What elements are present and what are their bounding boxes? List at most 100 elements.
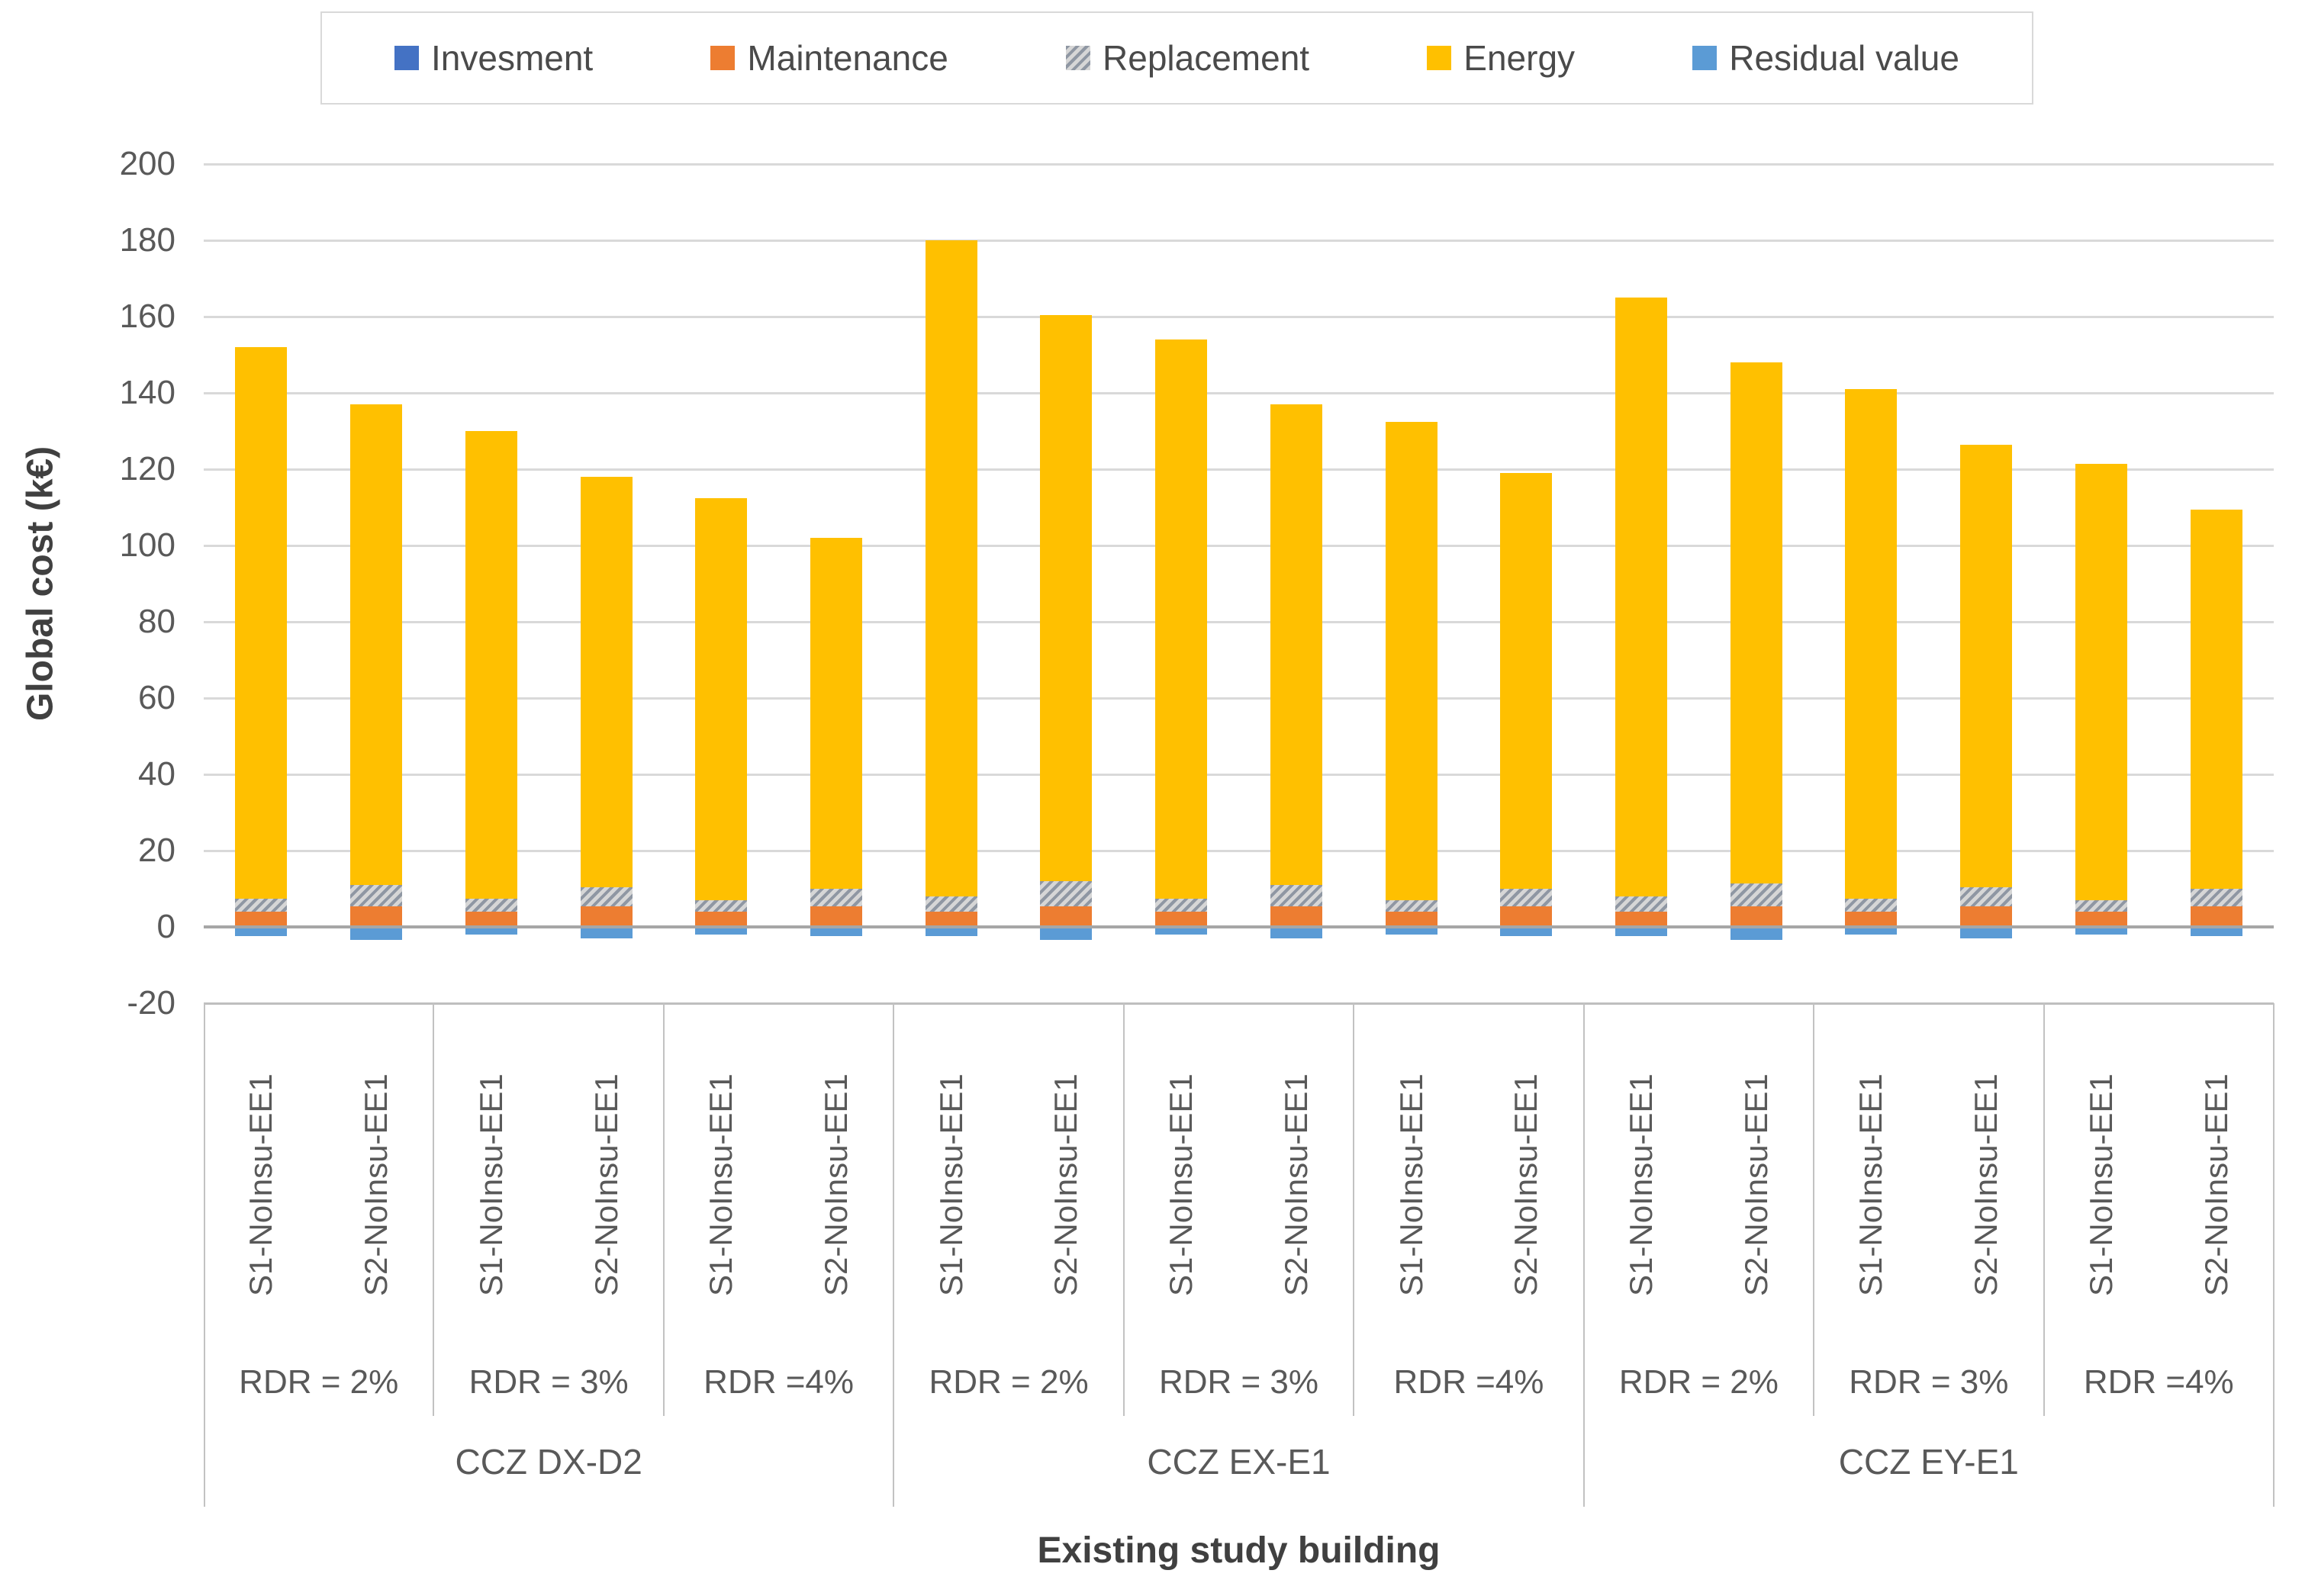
bar-segment-residual-value: [1155, 928, 1208, 935]
rdr-separator-line: [1122, 1003, 1125, 1416]
bar-segment-replacement: [810, 889, 862, 906]
bar-segment-residual-value: [465, 928, 517, 935]
bar-segment-residual-value: [1040, 928, 1093, 940]
x-category-label: S1-NoInsu-EE1: [2082, 1073, 2119, 1296]
bar-segment-energy: [465, 431, 517, 899]
legend-swatch-icon: [1427, 46, 1452, 70]
gridline: [204, 621, 2274, 623]
bar-segment-residual-value: [1615, 928, 1668, 936]
category-border-left: [204, 1003, 205, 1507]
bar-segment-replacement: [1845, 898, 1898, 912]
bar-segment-energy: [1845, 389, 1898, 899]
bar-segment-residual-value: [2075, 928, 2127, 935]
legend-item: Energy: [1427, 37, 1575, 79]
bar-segment-maintenance: [1500, 906, 1553, 925]
bar-segment-replacement: [350, 885, 403, 906]
bar-segment-energy: [1615, 298, 1668, 896]
legend-label: Energy: [1463, 38, 1576, 78]
x-category-label: S2-NoInsu-EE1: [1737, 1073, 1774, 1296]
gridline: [204, 468, 2274, 471]
category-area-top-border: [204, 1002, 2274, 1005]
legend-swatch-icon: [1066, 46, 1091, 70]
bar-segment-maintenance: [1615, 912, 1668, 925]
y-tick-label: 160: [119, 298, 175, 335]
legend-item: Replacement: [1066, 37, 1309, 79]
y-tick-label: 120: [119, 450, 175, 487]
legend-swatch-icon: [710, 46, 736, 70]
x-axis-title: Existing study building: [1037, 1530, 1441, 1571]
bar-segment-replacement: [695, 900, 748, 912]
rdr-group-label: RDR = 2%: [1618, 1363, 1779, 1401]
ccz-group-label: CCZ EY-E1: [1838, 1442, 2019, 1482]
bar-segment-maintenance: [810, 906, 862, 925]
bar-segment-residual-value: [925, 928, 977, 936]
y-tick-label: 180: [119, 221, 175, 259]
bar-segment-residual-value: [350, 928, 403, 940]
y-tick-label: 100: [119, 526, 175, 564]
rdr-group-label: RDR =4%: [703, 1363, 855, 1401]
rdr-separator-line: [433, 1003, 435, 1416]
bar-segment-residual-value: [1845, 928, 1898, 935]
x-category-label: S2-NoInsu-EE1: [1508, 1073, 1544, 1296]
bar-segment-maintenance: [465, 912, 517, 925]
group-separator-line: [1582, 1003, 1585, 1507]
bar-segment-maintenance: [1845, 912, 1898, 925]
legend-label: Maintenance: [747, 38, 948, 78]
bar-segment-energy: [1270, 404, 1322, 885]
bar-segment-residual-value: [1730, 928, 1782, 940]
bar-segment-energy: [810, 538, 862, 889]
x-category-label: S2-NoInsu-EE1: [2197, 1073, 2234, 1296]
rdr-group-label: RDR = 3%: [1158, 1363, 1319, 1401]
gridline: [204, 163, 2274, 166]
bar-segment-residual-value: [810, 928, 862, 936]
gridline: [204, 240, 2274, 242]
x-category-label: S2-NoInsu-EE1: [1968, 1073, 2004, 1296]
bar-segment-residual-value: [1385, 928, 1437, 935]
y-tick-label: 140: [119, 374, 175, 411]
bar-segment-energy: [1730, 362, 1782, 883]
rdr-group-label: RDR = 3%: [1849, 1363, 2009, 1401]
bar-segment-replacement: [1155, 898, 1208, 912]
bar-segment-residual-value: [2190, 928, 2242, 936]
bar-segment-replacement: [2190, 889, 2242, 906]
legend-label: Invesment: [431, 38, 594, 78]
x-category-label: S1-NoInsu-EE1: [932, 1073, 969, 1296]
gridline: [204, 392, 2274, 394]
bar-segment-replacement: [925, 896, 977, 912]
bar-segment-maintenance: [1385, 912, 1437, 925]
gridline: [204, 697, 2274, 700]
bar-segment-maintenance: [2190, 906, 2242, 925]
x-category-label: S1-NoInsu-EE1: [703, 1073, 739, 1296]
x-category-label: S1-NoInsu-EE1: [243, 1073, 279, 1296]
y-tick-label: 0: [156, 908, 175, 945]
x-category-label: S1-NoInsu-EE1: [1163, 1073, 1199, 1296]
bar-segment-replacement: [1960, 886, 2013, 906]
bar-segment-energy: [580, 477, 633, 887]
bar-segment-energy: [1960, 444, 2013, 887]
bar-segment-energy: [695, 497, 748, 900]
legend-item: Maintenance: [710, 37, 948, 79]
rdr-group-label: RDR = 3%: [468, 1363, 629, 1401]
bar-segment-maintenance: [580, 906, 633, 925]
rdr-group-label: RDR =4%: [2083, 1363, 2234, 1401]
bar-segment-maintenance: [1040, 906, 1093, 925]
bar-segment-replacement: [1615, 896, 1668, 912]
bar-segment-energy: [1500, 473, 1553, 889]
bar-segment-residual-value: [1500, 928, 1553, 936]
x-category-label: S2-NoInsu-EE1: [1048, 1073, 1084, 1296]
legend-label: Residual value: [1729, 38, 1959, 78]
group-separator-line: [893, 1003, 895, 1507]
bar-segment-residual-value: [1960, 928, 2013, 938]
bar-segment-residual-value: [1270, 928, 1322, 938]
bar-segment-maintenance: [1960, 906, 2013, 925]
bar-segment-maintenance: [1730, 906, 1782, 925]
bar-segment-maintenance: [1270, 906, 1322, 925]
bar-segment-replacement: [1730, 883, 1782, 906]
rdr-separator-line: [1813, 1003, 1815, 1416]
bar-segment-energy: [2190, 509, 2242, 889]
x-category-label: S2-NoInsu-EE1: [817, 1073, 854, 1296]
y-axis-title: Global cost (k€): [20, 446, 61, 722]
bar-segment-maintenance: [2075, 912, 2127, 925]
ccz-group-label: CCZ EX-E1: [1147, 1442, 1331, 1482]
